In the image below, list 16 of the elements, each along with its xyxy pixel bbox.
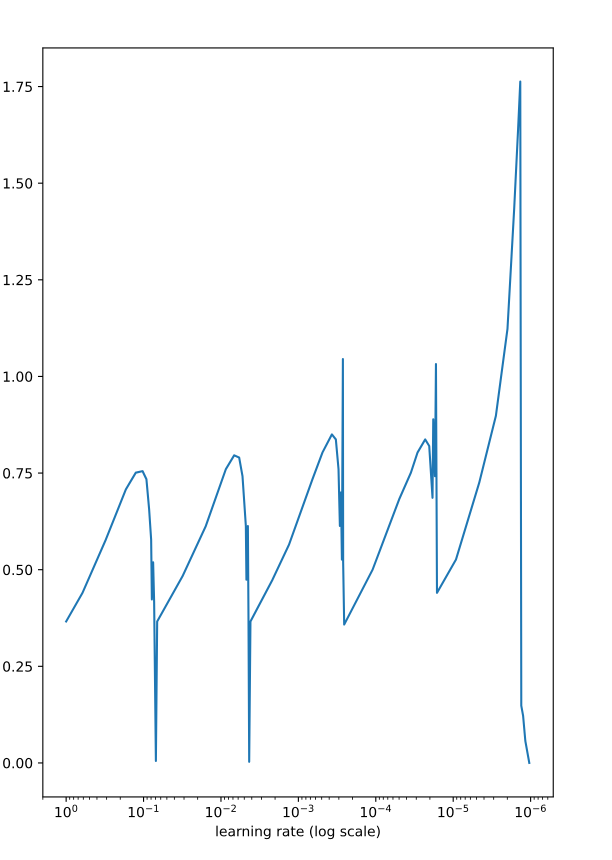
x-axis-title: learning rate (log scale) [216, 826, 380, 840]
y-tick-label: 1.75 [4, 82, 32, 92]
y-tick-label: 1.25 [4, 274, 32, 286]
x-tick-label: 10$^{−6}$ [516, 804, 546, 818]
y-tick-label: 1.00 [4, 371, 32, 382]
x-tick-label: 10$^{−4}$ [360, 804, 392, 818]
x-tick-label: 10$^{−5}$ [438, 804, 468, 818]
x-tick-label: 10$^{−3}$ [284, 804, 314, 818]
y-tick-label: 0.00 [3, 758, 32, 768]
x-tick-label: 10$^{−1}$ [128, 804, 158, 818]
y-tick-label: 1.50 [4, 178, 32, 189]
x-tick-label: 10$^{−2}$ [206, 804, 236, 818]
y-tick-label: 0.75 [3, 468, 32, 479]
x-tick-label: 10$^{0}$ [55, 804, 78, 818]
y-tick-label: 0.50 [3, 564, 32, 576]
y-tick-label: 0.25 [3, 661, 32, 672]
